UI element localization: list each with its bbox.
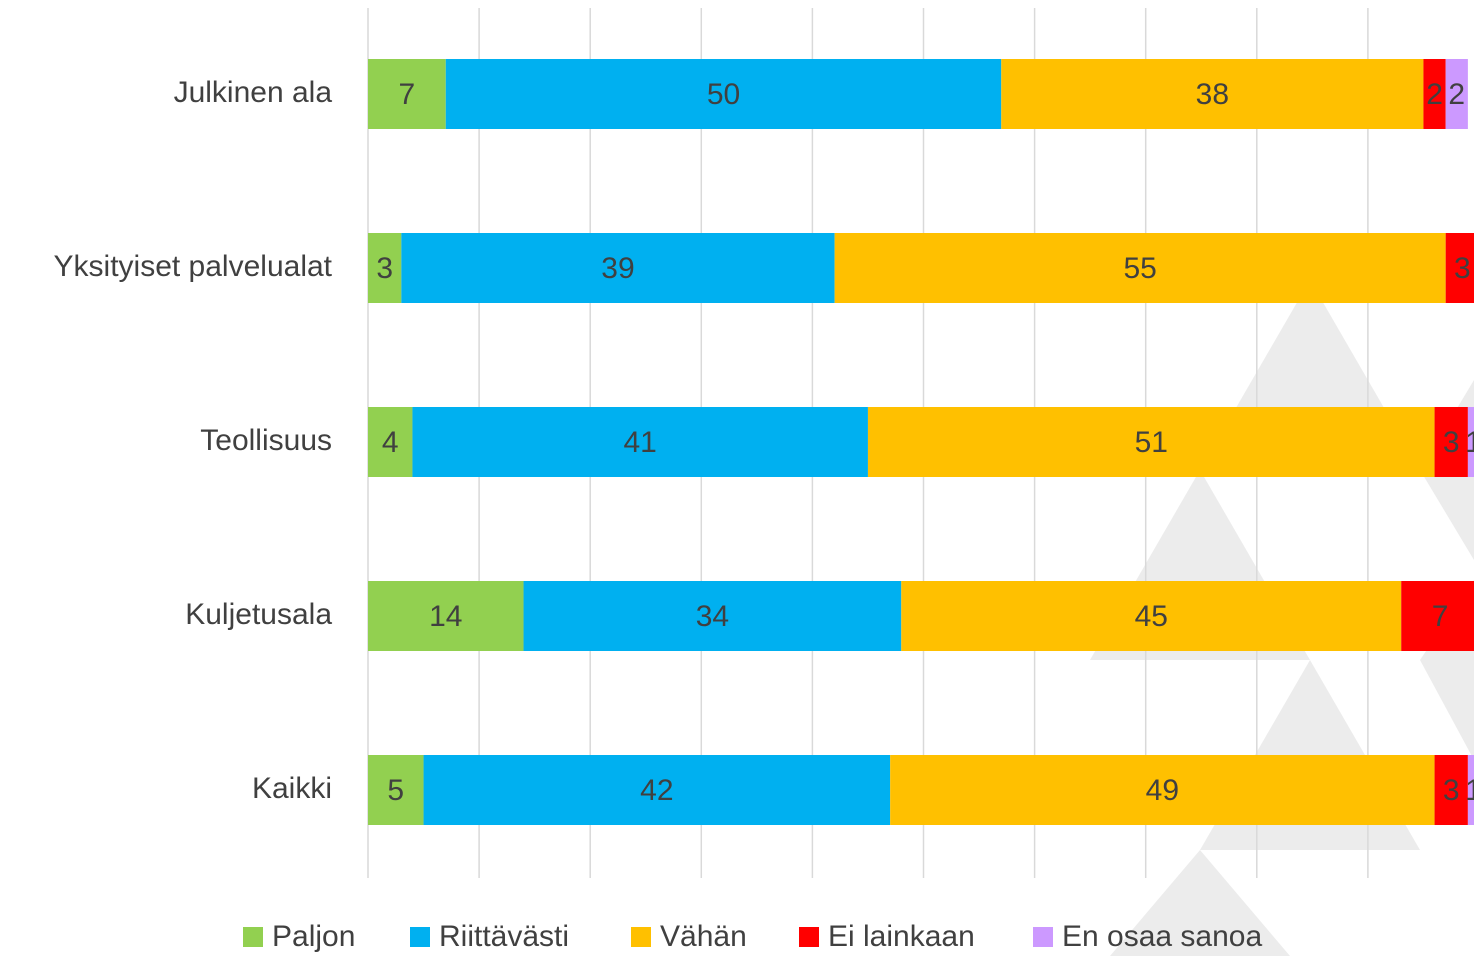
- y-tick-label: Kaikki: [252, 772, 332, 805]
- data-label: 7: [399, 78, 416, 111]
- bar-segment: [1434, 755, 1468, 825]
- data-label: 49: [1146, 774, 1179, 807]
- bar-segment: [423, 755, 891, 825]
- legend-label: Riittävästi: [439, 920, 569, 953]
- data-label: 14: [429, 600, 462, 633]
- legend-swatch: [799, 927, 819, 947]
- legend-label: Ei lainkaan: [828, 920, 975, 953]
- legend-swatch: [631, 927, 651, 947]
- bar-segment: [368, 59, 446, 129]
- data-label: 3: [1443, 426, 1460, 459]
- bar-segment: [890, 755, 1435, 825]
- data-label: 3: [1443, 774, 1460, 807]
- y-tick-label: Yksityiset palvelualat: [54, 250, 333, 283]
- legend-label: Vähän: [660, 920, 747, 953]
- bar-segment: [368, 755, 424, 825]
- bar-segment: [867, 407, 1435, 477]
- bar-segment: [1445, 233, 1474, 303]
- bar-segment: [1401, 581, 1474, 651]
- data-label: 39: [601, 252, 634, 285]
- data-label: 2: [1448, 78, 1465, 111]
- y-tick-label: Teollisuus: [200, 424, 332, 457]
- data-label: 7: [1432, 600, 1449, 633]
- bar-segment: [401, 233, 835, 303]
- data-label: 3: [1454, 252, 1471, 285]
- bar-segment: [368, 581, 524, 651]
- bar-segment: [1423, 59, 1446, 129]
- y-tick-label: Kuljetusala: [185, 598, 332, 631]
- bar-segment: [1467, 755, 1474, 825]
- data-label: 38: [1196, 78, 1229, 111]
- bar-segment: [523, 581, 902, 651]
- bar-segment: [368, 233, 402, 303]
- legend-label: En osaa sanoa: [1062, 920, 1262, 953]
- bar-segment: [901, 581, 1402, 651]
- bar-segment: [445, 59, 1002, 129]
- legend-swatch: [410, 927, 430, 947]
- data-label: 50: [707, 78, 740, 111]
- bar-segment: [1434, 407, 1468, 477]
- data-label: 41: [624, 426, 657, 459]
- data-label: 3: [376, 252, 393, 285]
- data-label: 45: [1135, 600, 1168, 633]
- data-label: 2: [1426, 78, 1443, 111]
- data-label: 1: [1465, 426, 1474, 459]
- bar-segment: [834, 233, 1446, 303]
- bar-segment: [1001, 59, 1424, 129]
- data-label: 51: [1135, 426, 1168, 459]
- bar-segment: [368, 407, 413, 477]
- data-label: 5: [387, 774, 404, 807]
- bar-segment: [1467, 407, 1474, 477]
- bar-segment: [1445, 59, 1468, 129]
- legend-swatch: [1033, 927, 1053, 947]
- data-label: 34: [696, 600, 729, 633]
- data-label: 42: [640, 774, 673, 807]
- data-label: 55: [1123, 252, 1156, 285]
- legend-swatch: [243, 927, 263, 947]
- data-label: 4: [382, 426, 399, 459]
- legend-label: Paljon: [272, 920, 355, 953]
- data-label: 1: [1465, 774, 1474, 807]
- y-tick-label: Julkinen ala: [174, 76, 333, 109]
- bar-segment: [412, 407, 868, 477]
